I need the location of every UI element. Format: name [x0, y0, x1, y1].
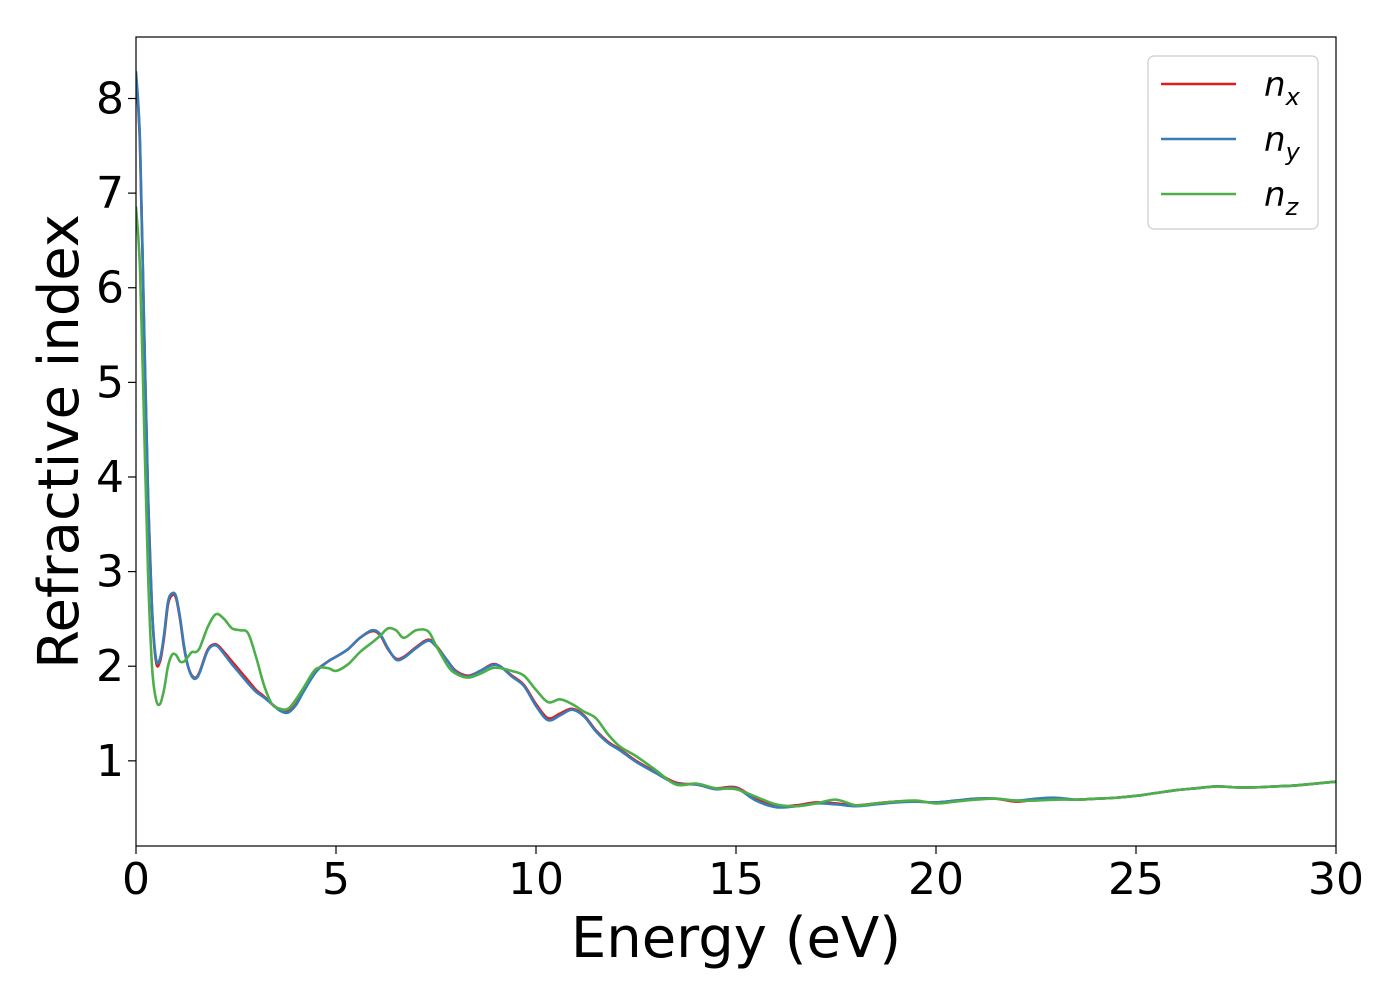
- y-tick-label: 2: [96, 641, 124, 692]
- series-layer: [136, 70, 1336, 809]
- x-tick-label: 10: [508, 854, 564, 905]
- y-tick-label: 7: [96, 168, 124, 219]
- x-tick-label: 20: [908, 854, 964, 905]
- y-tick-label: 3: [96, 547, 124, 598]
- legend-box: [1147, 55, 1319, 230]
- legend-label-nx: nx: [1264, 65, 1301, 111]
- y-axis-title: Refractive index: [27, 214, 92, 669]
- legend-label-ny: ny: [1264, 120, 1301, 166]
- legend: nx ny nz: [1147, 55, 1319, 230]
- x-tick-label: 15: [708, 854, 764, 905]
- y-tick-label: 6: [96, 263, 124, 314]
- y-tick-label: 8: [96, 74, 124, 125]
- y-tick-label: 1: [96, 736, 124, 787]
- y-tick-label: 4: [96, 452, 124, 503]
- x-tick-label: 5: [322, 854, 350, 905]
- series-line-nz: [136, 206, 1336, 808]
- legend-label-nz: nz: [1264, 175, 1300, 221]
- x-tick-label: 25: [1108, 854, 1164, 905]
- axes-layer: 0 5 10 15 20 25 30 1 2 3 4 5 6 7 8: [96, 36, 1364, 905]
- x-axis-title: Energy (eV): [571, 906, 901, 971]
- x-tick-label: 30: [1308, 854, 1364, 905]
- y-tick-label: 5: [96, 357, 124, 408]
- x-tick-label: 0: [122, 854, 150, 905]
